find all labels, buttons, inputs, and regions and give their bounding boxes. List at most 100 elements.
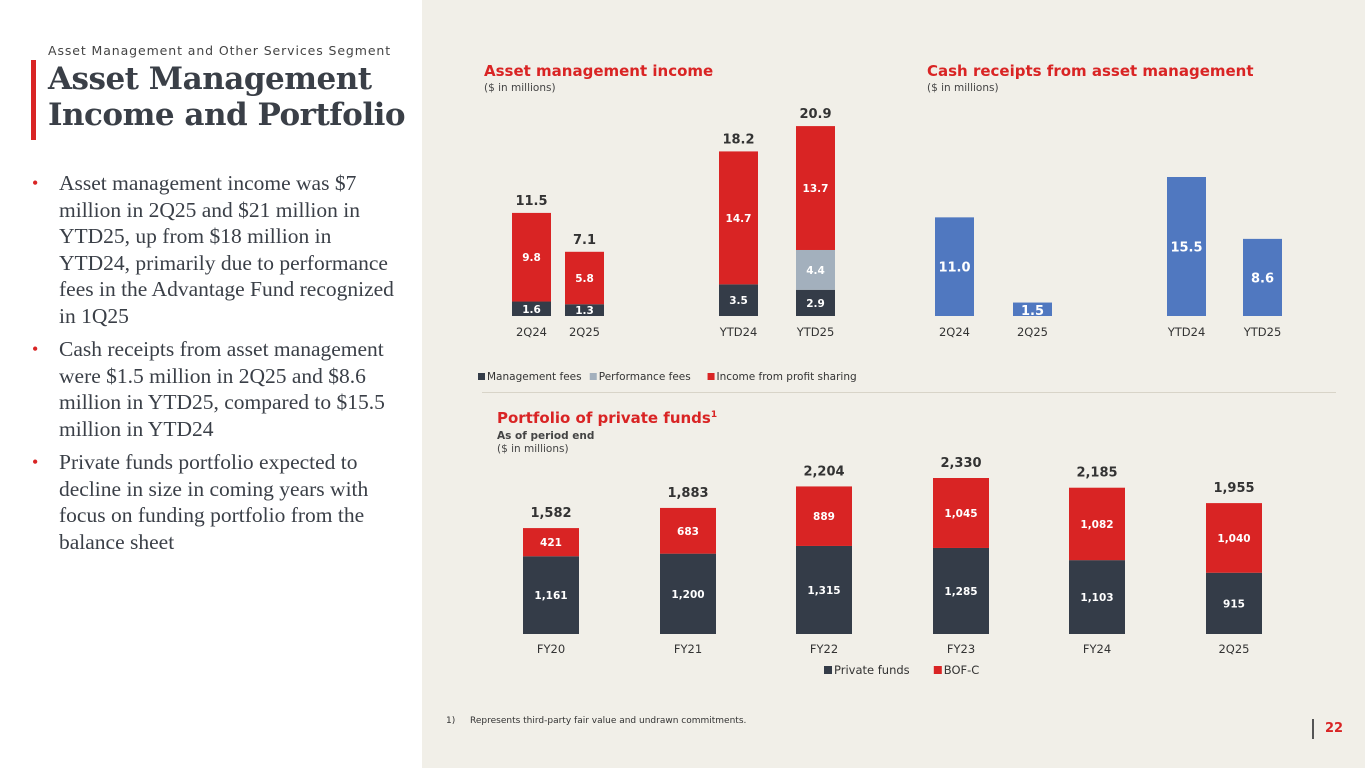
data-label: 1,285 [944, 586, 977, 598]
data-label: 1.5 [1021, 304, 1044, 319]
bar-segment [719, 151, 758, 285]
bar-segment [565, 251, 604, 305]
x-tick-label: YTD25 [1243, 325, 1282, 339]
footnote-text: Represents third-party fair value and un… [470, 716, 747, 726]
data-label: 1,040 [1217, 533, 1250, 545]
data-label: 1.3 [575, 305, 594, 317]
bar-segment [796, 126, 835, 250]
legend-label: Income from profit sharing [717, 371, 857, 383]
data-label: 4.4 [806, 265, 825, 277]
data-label: 8.6 [1251, 271, 1274, 286]
bar-segment [796, 289, 835, 316]
title-accent-bar [31, 60, 36, 140]
total-label: 1,582 [530, 506, 571, 521]
total-label: 1,883 [667, 486, 708, 501]
data-label: 1,045 [944, 508, 977, 520]
data-label: 683 [677, 526, 699, 538]
cash-chart-subtitle: ($ in millions) [927, 82, 999, 94]
page-number: 22 [1325, 721, 1344, 736]
footnote-ref: 1 [710, 410, 718, 420]
cash-chart-title: Cash receipts from asset management [927, 62, 1254, 80]
x-tick-label: 2Q25 [1218, 642, 1249, 656]
data-label: 3.5 [729, 295, 748, 307]
bar-segment [1069, 487, 1125, 561]
legend-swatch [478, 373, 485, 380]
legend-swatch [707, 373, 715, 380]
bar-segment [1206, 503, 1262, 573]
bar-segment [933, 478, 989, 548]
left-panel: Asset Management and Other Services Segm… [0, 0, 422, 768]
data-label: 14.7 [726, 213, 752, 225]
data-label: 13.7 [803, 183, 829, 195]
total-label: 18.2 [722, 132, 754, 147]
total-label: 1,955 [1213, 481, 1254, 496]
bar [1243, 238, 1282, 316]
total-label: 2,330 [940, 456, 981, 471]
portfolio-chart-unit: ($ in millions) [497, 443, 569, 455]
title-line-1: Asset Management [48, 61, 372, 97]
x-tick-label: YTD25 [796, 325, 835, 339]
data-label: 889 [813, 511, 835, 523]
x-tick-label: FY21 [674, 642, 702, 656]
data-label: 421 [540, 537, 562, 549]
legend-swatch [933, 666, 942, 674]
bar-segment [523, 528, 579, 557]
total-label: 2,204 [803, 464, 844, 479]
total-label: 20.9 [799, 107, 831, 122]
x-tick-label: 2Q25 [569, 325, 600, 339]
bar-segment [719, 284, 758, 316]
data-label: 9.8 [522, 252, 541, 264]
private-funds-portfolio-chart: 1,161 421 1,582 FY20 1,200 683 1,883 FY21 1,315 8… [523, 456, 1262, 677]
data-label: 1,082 [1080, 519, 1113, 531]
section-label: Asset Management and Other Services Segm… [48, 43, 392, 58]
data-label: 1,200 [671, 589, 704, 601]
bar-segment [565, 304, 604, 316]
x-tick-label: YTD24 [1167, 325, 1206, 339]
bar-segment [1206, 572, 1262, 634]
legend-label: Performance fees [599, 371, 691, 383]
data-label: 1,161 [534, 590, 567, 602]
portfolio-chart-subtitle: As of period end [497, 430, 595, 442]
total-label: 2,185 [1076, 466, 1117, 481]
ami-chart-title: Asset management income [484, 62, 714, 80]
legend-label: Private funds [834, 663, 910, 677]
right-panel [422, 0, 1365, 768]
data-label: 15.5 [1170, 241, 1202, 256]
legend-label: Management fees [487, 371, 582, 383]
cash-receipts-chart: 11.0 2Q24 1.5 2Q25 15.5 YTD24 8.6 YTD25 [935, 177, 1282, 339]
x-tick-label: FY23 [947, 642, 975, 656]
x-tick-label: 2Q24 [516, 325, 547, 339]
bar-segment [796, 486, 852, 546]
legend-label: BOF-C [944, 663, 980, 677]
bar-segment [512, 301, 551, 316]
data-label: 915 [1223, 598, 1245, 610]
legend-swatch [824, 666, 832, 674]
bullet-list: Asset management income was $7 million i… [30, 170, 405, 562]
data-label: 1.6 [522, 304, 541, 316]
bullet-item: Private funds portfolio expected to decl… [30, 449, 405, 555]
bullet-item: Asset management income was $7 million i… [30, 170, 405, 329]
x-tick-label: FY22 [810, 642, 838, 656]
bar-segment [512, 212, 551, 302]
bar-segment [796, 545, 852, 634]
chart-divider [482, 392, 1336, 393]
data-label: 5.8 [575, 273, 594, 285]
page-number-divider [1312, 719, 1314, 739]
bar-segment [1069, 560, 1125, 634]
x-tick-label: FY24 [1083, 642, 1111, 656]
legend-swatch [589, 373, 597, 380]
footnote-number: 1) [446, 716, 456, 726]
data-label: 11.0 [938, 261, 970, 276]
data-label: 2.9 [806, 298, 825, 310]
portfolio-chart-title: Portfolio of private funds1 [497, 409, 717, 427]
bar-segment [660, 507, 716, 554]
ami-chart-subtitle: ($ in millions) [484, 82, 556, 94]
bullet-item: Cash receipts from asset management were… [30, 336, 405, 442]
asset-management-income-chart: 1.6 9.8 11.5 2Q24 1.3 5.8 7.1 2Q25 3.5 14.7 18.2 YT… [478, 107, 857, 383]
bar-segment [796, 249, 835, 290]
x-tick-label: 2Q24 [939, 325, 970, 339]
footnote: 1) Represents third-party fair value and … [446, 716, 746, 726]
bar-segment [933, 547, 989, 634]
title-line-2: Income and Portfolio [48, 97, 406, 133]
x-tick-label: 2Q25 [1017, 325, 1048, 339]
